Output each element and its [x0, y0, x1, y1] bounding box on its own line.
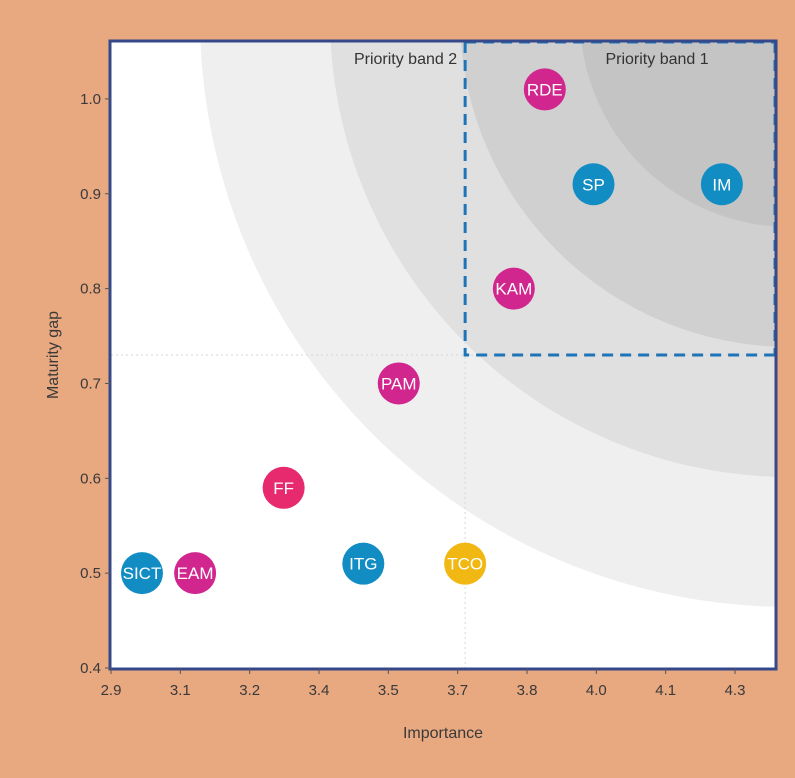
- x-tick-label: 3.8: [517, 682, 538, 699]
- point-marker: [492, 267, 535, 310]
- plot-frame: [108, 39, 778, 671]
- data-point-sp: SP: [572, 163, 615, 206]
- point-label: PAM: [381, 374, 417, 393]
- data-point-sict: SICT: [120, 552, 163, 595]
- point-marker: [572, 163, 615, 206]
- data-point-rde: RDE: [523, 68, 566, 111]
- point-marker: [700, 163, 743, 206]
- x-axis-title: Importance: [403, 725, 483, 742]
- point-marker: [262, 466, 305, 509]
- point-label: IM: [712, 175, 731, 194]
- y-tick-label: 1.0: [80, 91, 101, 108]
- y-tick-label: 0.8: [80, 281, 101, 298]
- axis-ticks: 2.9 3.1 3.2 3.4 3.5 3.7 3.8 4.0 4.1 4.3 0.4 0.5 0.6 0…: [80, 91, 745, 699]
- point-label: RDE: [527, 80, 563, 99]
- data-point-im: IM: [700, 163, 743, 206]
- x-tick-label: 4.3: [725, 682, 746, 699]
- point-label: FF: [273, 479, 294, 498]
- y-tick-label: 0.9: [80, 186, 101, 203]
- data-point-tco: TCO: [444, 542, 487, 585]
- point-marker: [523, 68, 566, 111]
- data-point-eam: EAM: [174, 552, 217, 595]
- x-tick-label: 3.7: [447, 682, 468, 699]
- point-label: TCO: [447, 555, 483, 574]
- x-tick-label: 2.9: [101, 682, 122, 699]
- x-tick-label: 3.4: [309, 682, 330, 699]
- point-label: SICT: [123, 564, 162, 583]
- priority-band-1-label: Priority band 1: [605, 51, 708, 68]
- data-point-pam: PAM: [377, 362, 420, 405]
- y-tick-label: 0.5: [80, 565, 101, 582]
- point-label: SP: [582, 175, 605, 194]
- x-tick-label: 3.2: [239, 682, 260, 699]
- y-tick-label: 0.4: [80, 660, 101, 677]
- data-point-itg: ITG: [342, 542, 385, 585]
- point-label: EAM: [177, 564, 214, 583]
- y-axis-title: Maturity gap: [45, 311, 62, 399]
- point-marker: [342, 542, 385, 585]
- priority-band-2-label: Priority band 2: [354, 51, 457, 68]
- point-marker: [377, 362, 420, 405]
- importance-gradient-rings: [200, 42, 775, 607]
- x-tick-label: 4.0: [586, 682, 607, 699]
- data-point-ff: FF: [262, 466, 305, 509]
- point-label: ITG: [349, 555, 377, 574]
- data-points: RDE SP IM KAM PAM FF ITG TCO SICT EAM: [120, 68, 743, 595]
- x-tick-label: 3.1: [170, 682, 191, 699]
- priority-band-1-boundary: [463, 42, 775, 357]
- y-tick-label: 0.7: [80, 375, 101, 392]
- y-tick-label: 0.6: [80, 470, 101, 487]
- x-tick-label: 3.5: [378, 682, 399, 699]
- point-label: KAM: [495, 280, 532, 299]
- data-point-kam: KAM: [492, 267, 535, 310]
- x-tick-label: 4.1: [655, 682, 676, 699]
- point-marker: [120, 552, 163, 595]
- point-marker: [444, 542, 487, 585]
- point-marker: [174, 552, 217, 595]
